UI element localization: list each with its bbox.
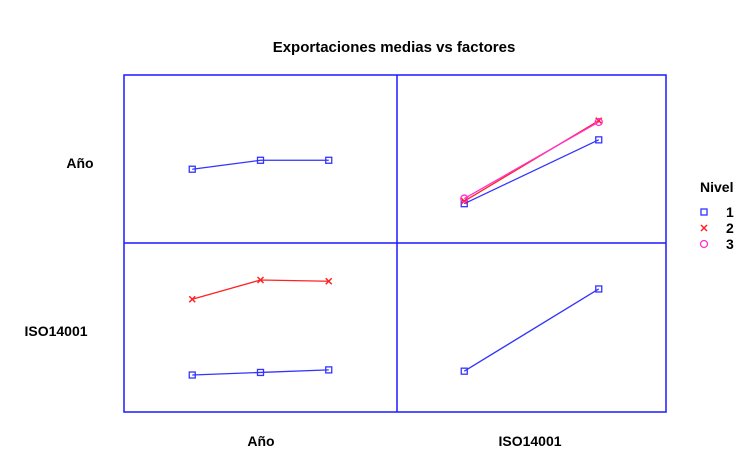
legend-marker-2 [700,224,708,232]
data-point-panel2-nivel2-2 [325,277,333,285]
data-point-panel2-nivel1-1 [256,368,265,377]
data-point-panel2-nivel1-0 [188,371,196,379]
legend-marker-2-b [700,224,708,232]
data-point-panel3-nivel1-1 [595,285,603,293]
data-point-panel2-nivel2-1 [256,276,265,284]
data-point-panel2-nivel2-1-b [256,276,265,284]
data-point-panel1-nivel2-0 [460,197,468,205]
legend-marker-1 [700,208,708,216]
col-label-iso14001: ISO14001 [498,433,561,449]
series-line-panel2-nivel1 [192,369,329,376]
col-label-ano: Año [247,433,274,449]
data-point-panel2-nivel2-2-b [325,277,333,285]
series-line-panel1-nivel3 [463,121,600,200]
legend-title: Nivel [700,179,733,195]
series-line-panel3-nivel1 [463,288,600,372]
data-point-panel1-nivel1-1 [595,136,603,144]
legend-marker-3 [699,239,709,249]
series-line-panel2-nivel2 [192,279,329,300]
row-label-iso14001: ISO14001 [24,323,87,339]
legend-label-3: 3 [726,236,734,252]
data-point-panel2-nivel2-0 [188,295,196,303]
data-point-panel1-nivel3-0 [460,194,469,203]
series-line-panel0-nivel1 [192,159,329,170]
legend-label-2: 2 [726,220,734,236]
row-label-ano: Año [66,155,93,171]
data-point-panel0-nivel1-2 [325,156,333,164]
legend-label-1: 1 [726,204,734,220]
series-line-panel1-nivel1 [463,139,600,205]
data-point-panel1-nivel2-0-b [460,197,468,205]
data-point-panel2-nivel1-2 [325,366,333,374]
chart-marks [188,117,603,379]
chart-frame [123,74,667,413]
data-point-panel1-nivel3-1 [594,117,603,127]
chart-title: Exportaciones medias vs factores [273,39,516,56]
data-point-panel0-nivel1-1 [256,156,265,164]
data-point-panel0-nivel1-0 [188,165,196,173]
data-point-panel3-nivel1-0 [460,367,468,375]
legend: Nivel 123 [699,179,734,252]
data-point-panel2-nivel2-0-b [188,295,196,303]
